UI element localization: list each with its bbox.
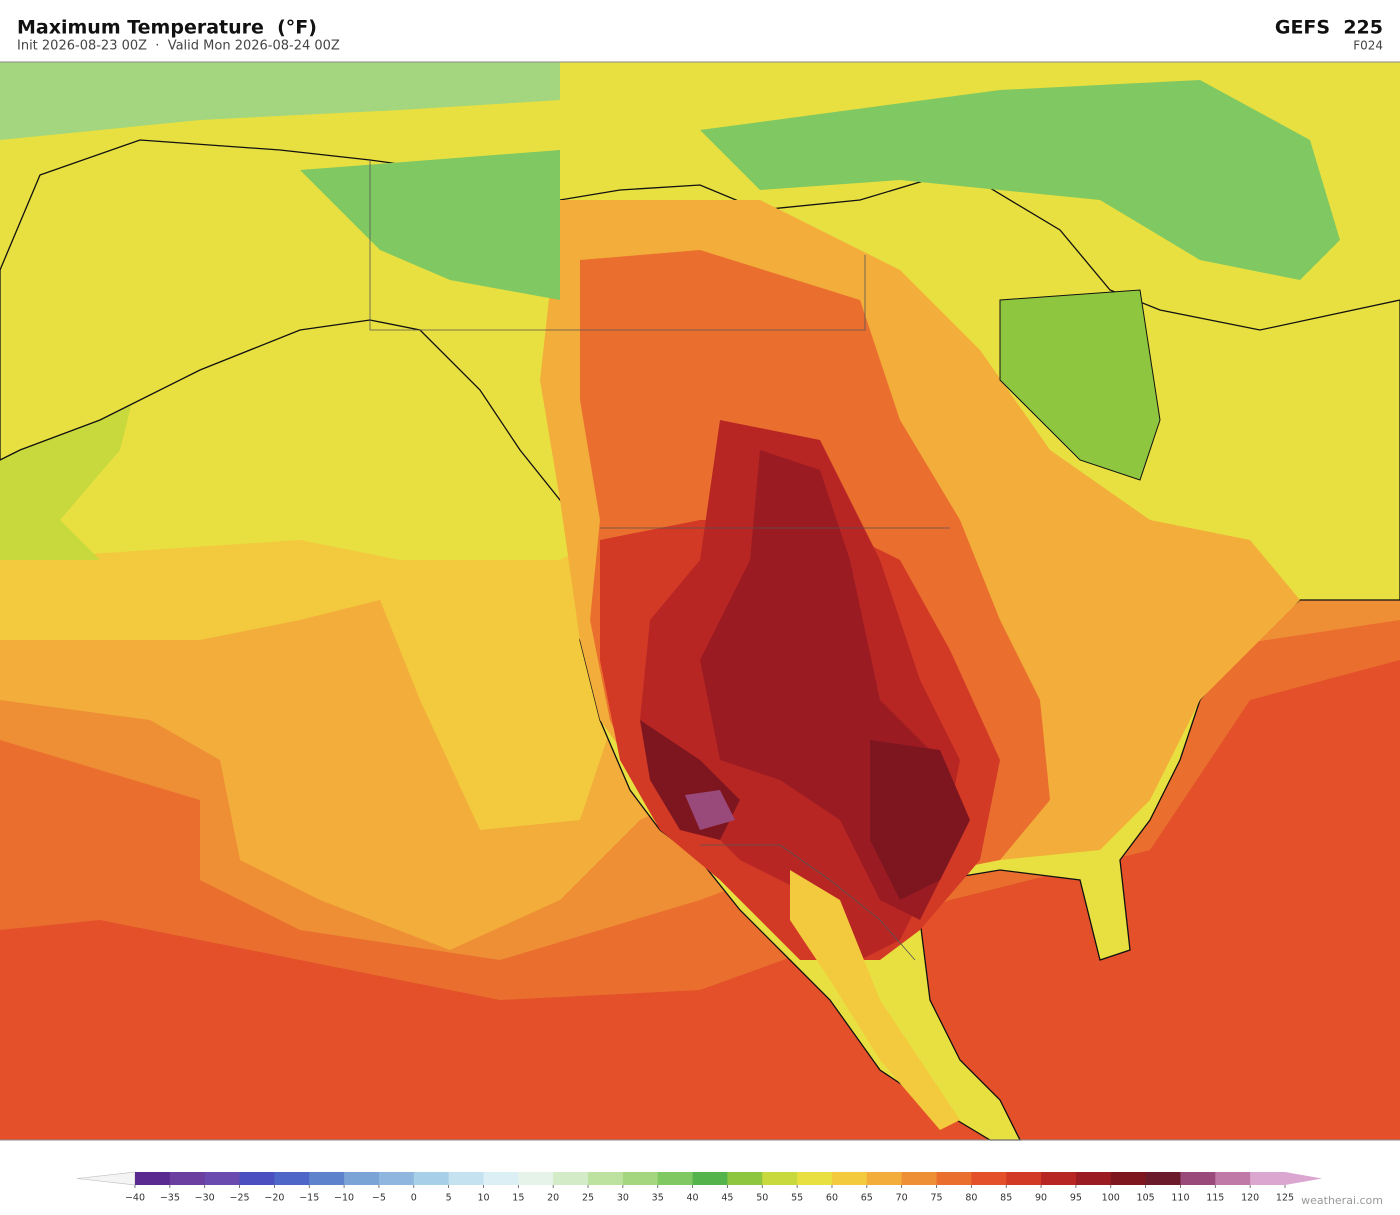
tick-label: −10 — [334, 1193, 354, 1204]
tick-label: −15 — [299, 1193, 319, 1204]
tick-label: −40 — [125, 1193, 145, 1204]
subtitle: Init 2026-08-23 00Z · Valid Mon 2026-08-… — [17, 39, 340, 54]
colorbar: −40 −35 −30 −25 −20 −15 −10 −5 0 5 10 15 20 25 30 35 40 4… — [76, 1171, 1322, 1204]
tick-label: 115 — [1206, 1193, 1224, 1204]
tick-label: 100 — [1102, 1193, 1120, 1204]
tick-label: 65 — [861, 1193, 873, 1204]
colorbar-bin — [901, 1172, 938, 1185]
tick-label: 0 — [411, 1193, 417, 1204]
colorbar-bin — [413, 1172, 450, 1185]
model: GEFS 225 — [1275, 17, 1383, 39]
colorbar-bin — [169, 1172, 206, 1185]
colorbar-bin — [971, 1172, 1007, 1185]
colorbar-bin — [936, 1172, 972, 1185]
tick-label: 75 — [930, 1193, 942, 1204]
tick-label: −30 — [195, 1193, 215, 1204]
tick-label: −20 — [264, 1193, 284, 1204]
temp-region — [870, 740, 970, 900]
colorbar-bin — [448, 1172, 484, 1185]
title: Maximum Temperature (°F) — [17, 17, 317, 39]
colorbar-bin — [1145, 1172, 1181, 1185]
tick-label: 15 — [512, 1193, 524, 1204]
tick-label: 20 — [547, 1193, 559, 1204]
colorbar-under — [76, 1171, 136, 1186]
tick-label: 25 — [582, 1193, 594, 1204]
tick-label: 45 — [721, 1193, 733, 1204]
temp-region — [790, 870, 960, 1130]
colorbar-bin — [1215, 1172, 1251, 1185]
tick-label: 110 — [1171, 1193, 1189, 1204]
colorbar-over — [1285, 1172, 1322, 1185]
colorbar-bin — [797, 1172, 833, 1185]
colorbar-bin — [344, 1172, 380, 1185]
colorbar-bin — [1110, 1172, 1147, 1185]
border — [369, 160, 866, 331]
colorbar-bin — [1075, 1172, 1112, 1185]
tick-label: −5 — [372, 1193, 386, 1204]
colorbar-bin — [692, 1172, 728, 1185]
colorbar-bin — [1006, 1172, 1042, 1185]
tick-label: 90 — [1035, 1193, 1047, 1204]
colorbar-bin — [204, 1172, 241, 1185]
tick-label: 95 — [1070, 1193, 1082, 1204]
colorbar-bin — [483, 1172, 519, 1185]
temp-region — [300, 150, 560, 300]
tick-label: −25 — [230, 1193, 250, 1204]
tick-label: 50 — [756, 1193, 768, 1204]
colorbar-bin — [309, 1172, 345, 1185]
tick-label: 30 — [617, 1193, 629, 1204]
colorbar-bin — [378, 1172, 415, 1185]
tick-label: 85 — [1000, 1193, 1012, 1204]
colorbar-bin — [831, 1172, 868, 1185]
colorbar-bin — [239, 1172, 275, 1185]
colorbar-bin — [553, 1172, 589, 1185]
colorbar-bin — [727, 1172, 763, 1185]
watermark: weatherai.com — [1301, 1194, 1383, 1207]
colorbar-bin — [1041, 1172, 1077, 1185]
tick-label: 120 — [1241, 1193, 1259, 1204]
forecast-hour: F024 — [1353, 39, 1383, 53]
colorbar-bin — [762, 1172, 798, 1185]
tick-label: 105 — [1137, 1193, 1155, 1204]
tick-label: 80 — [965, 1193, 977, 1204]
colorbar-bin — [135, 1172, 171, 1185]
tick-label: 125 — [1276, 1193, 1294, 1204]
tick-label: 70 — [896, 1193, 908, 1204]
colorbar-bin — [518, 1172, 554, 1185]
colorbar-bin — [622, 1172, 659, 1185]
temp-region — [685, 790, 735, 830]
colorbar-bin — [866, 1172, 903, 1185]
temp-region — [0, 62, 560, 140]
tick-label: 60 — [826, 1193, 838, 1204]
temp-region — [700, 80, 1340, 280]
tick-label: 55 — [791, 1193, 803, 1204]
map — [0, 61, 1400, 1141]
tick-label: 10 — [477, 1193, 489, 1204]
tick-label: 35 — [652, 1193, 664, 1204]
colorbar-bin — [588, 1172, 624, 1185]
colorbar-bin — [274, 1172, 310, 1185]
colorbar-bin — [1250, 1172, 1286, 1185]
border — [700, 844, 916, 961]
tick-label: 5 — [446, 1193, 452, 1204]
colorbar-bin — [657, 1172, 694, 1185]
tick-label: 40 — [687, 1193, 699, 1204]
tick-label: −35 — [160, 1193, 180, 1204]
hudson-bay — [999, 289, 1161, 481]
colorbar-bin — [1180, 1172, 1216, 1185]
